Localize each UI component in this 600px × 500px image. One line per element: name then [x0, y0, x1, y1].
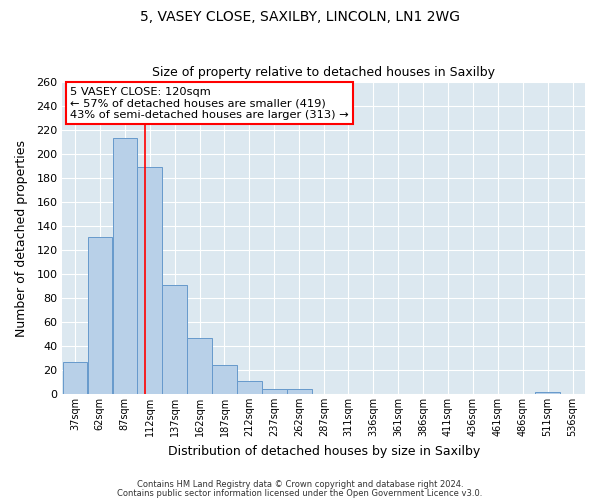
Bar	[62, 362, 87, 394]
Bar	[262, 389, 287, 394]
Bar	[88, 237, 112, 394]
Text: 5 VASEY CLOSE: 120sqm
← 57% of detached houses are smaller (419)
43% of semi-det: 5 VASEY CLOSE: 120sqm ← 57% of detached …	[70, 86, 349, 120]
Text: Contains public sector information licensed under the Open Government Licence v3: Contains public sector information licen…	[118, 489, 482, 498]
Bar	[187, 338, 212, 394]
Title: Size of property relative to detached houses in Saxilby: Size of property relative to detached ho…	[152, 66, 495, 80]
Bar	[137, 167, 162, 394]
Bar	[212, 365, 237, 394]
Y-axis label: Number of detached properties: Number of detached properties	[15, 140, 28, 336]
Text: Contains HM Land Registry data © Crown copyright and database right 2024.: Contains HM Land Registry data © Crown c…	[137, 480, 463, 489]
Text: 5, VASEY CLOSE, SAXILBY, LINCOLN, LN1 2WG: 5, VASEY CLOSE, SAXILBY, LINCOLN, LN1 2W…	[140, 10, 460, 24]
Bar	[535, 392, 560, 394]
Bar	[163, 285, 187, 394]
Bar	[113, 138, 137, 394]
X-axis label: Distribution of detached houses by size in Saxilby: Distribution of detached houses by size …	[167, 444, 480, 458]
Bar	[287, 389, 311, 394]
Bar	[237, 381, 262, 394]
